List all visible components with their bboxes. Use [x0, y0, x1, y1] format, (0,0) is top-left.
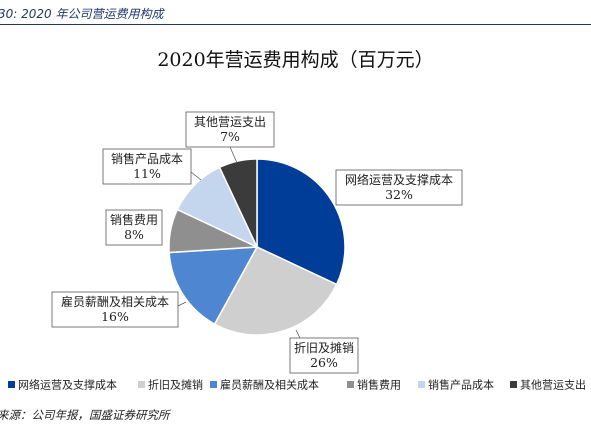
legend-entry: 雇员薪酬及相关成本 — [220, 378, 319, 392]
legend: 网络运营及支撑成本 折旧及摊销 雇员薪酬及相关成本 销售费用 销售产品成本 其他营运支出 — [8, 378, 586, 392]
slice-label-name: 销售费用 — [110, 212, 158, 227]
pie-slice — [256, 158, 346, 286]
legend-swatch — [138, 381, 145, 388]
slice-label-value: 11% — [133, 166, 161, 181]
legend-swatch — [8, 381, 15, 388]
leader-lines — [177, 146, 301, 339]
legend-entry: 销售产品成本 — [428, 378, 494, 392]
slice-label-name: 雇员薪酬及相关成本 — [61, 294, 169, 309]
slice-label-name: 网络运营及支撑成本 — [345, 172, 453, 187]
leader-line — [190, 171, 202, 181]
slice-label-name: 销售产品成本 — [111, 151, 183, 166]
top-rule — [0, 24, 591, 25]
slice-label-value: 32% — [385, 187, 413, 202]
slice-label-name: 折旧及摊销 — [294, 340, 354, 355]
chart-title: 2020年营运费用构成（百万元） — [157, 49, 434, 71]
legend-swatch — [510, 381, 517, 388]
legend-swatch — [418, 381, 425, 388]
legend-entry: 折旧及摊销 — [148, 378, 203, 392]
slice-label-value: 16% — [101, 309, 129, 324]
leader-line — [177, 301, 187, 307]
legend-swatch — [210, 381, 217, 388]
legend-entry: 销售费用 — [357, 378, 401, 392]
slice-label-value: 26% — [310, 355, 338, 370]
pie-slices — [168, 158, 346, 336]
slice-label-value: 8% — [124, 227, 144, 242]
pie-slice — [218, 158, 258, 248]
source-note: 来源：公司年报，国盛证券研究所 — [0, 408, 170, 422]
legend-swatch — [347, 381, 354, 388]
legend-entry: 其他营运支出 — [520, 378, 586, 392]
legend-entry: 网络运营及支撑成本 — [18, 378, 117, 392]
leader-line — [295, 329, 301, 339]
slice-label-name: 其他营运支出 — [194, 115, 266, 129]
figure-caption: 30: 2020 年公司营运费用构成 — [0, 7, 164, 21]
data-labels: 网络运营及支撑成本32%折旧及摊销26%雇员薪酬及相关成本16%销售费用8%销售… — [51, 111, 463, 374]
pie-slice — [168, 246, 259, 326]
leader-line — [229, 146, 238, 164]
slice-label-value: 7% — [220, 129, 240, 144]
